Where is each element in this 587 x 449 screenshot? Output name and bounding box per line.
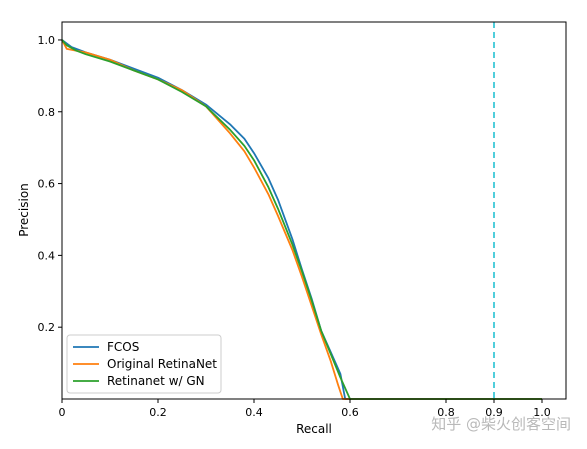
x-tick-label: 0.6	[341, 406, 359, 419]
x-axis-label: Recall	[296, 422, 332, 436]
x-tick-label: 0.9	[485, 406, 503, 419]
series-layer	[61, 39, 542, 400]
series-line-2	[61, 39, 542, 400]
y-tick-label: 0.8	[38, 106, 56, 119]
legend-label-0: FCOS	[107, 340, 139, 354]
legend-box	[66, 334, 222, 394]
plot-frame	[61, 21, 567, 400]
watermark-text: 知乎 @柴火创客空间	[431, 415, 571, 433]
y-tick-label: 0.2	[38, 321, 56, 334]
legend: FCOS Original RetinaNet Retinanet w/ GN	[66, 334, 222, 394]
y-axis-ticks: 0.2 0.4 0.6 0.8 1.0	[38, 34, 62, 334]
x-tick-label: 0	[59, 406, 66, 419]
x-tick-label: 0.8	[437, 406, 455, 419]
legend-label-1: Original RetinaNet	[107, 357, 217, 371]
y-tick-label: 1.0	[38, 34, 56, 47]
y-axis-label: Precision	[17, 183, 31, 237]
legend-label-2: Retinanet w/ GN	[107, 374, 205, 388]
x-tick-label: 1.0	[533, 406, 551, 419]
x-tick-label: 0.4	[245, 406, 263, 419]
series-line-1	[61, 39, 542, 400]
x-tick-label: 0.2	[149, 406, 167, 419]
x-axis-ticks: 0 0.2 0.4 0.6 0.8 0.9 1.0	[59, 399, 551, 419]
y-tick-label: 0.4	[38, 249, 56, 262]
y-tick-label: 0.6	[38, 178, 56, 191]
